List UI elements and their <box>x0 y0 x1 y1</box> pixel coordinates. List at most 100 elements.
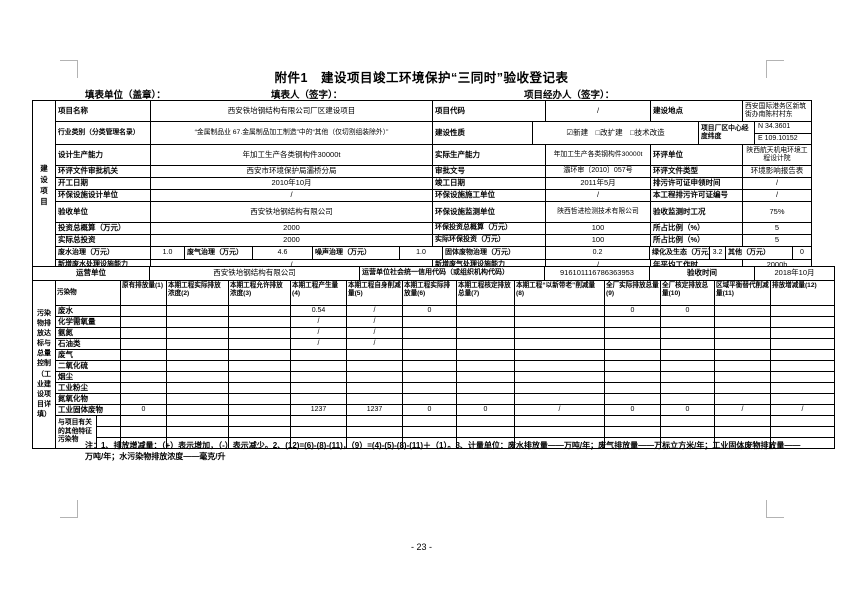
field-value: 100 <box>545 235 650 246</box>
pollutant-value <box>660 372 714 382</box>
pollutant-value <box>714 306 770 316</box>
pollutant-row: 工业固体废物 0 1237 1237 0 0/0 0// <box>56 404 834 415</box>
pollutant-value: / <box>290 339 346 349</box>
other-pollutant-row <box>96 416 834 426</box>
column-header: 污染物 <box>57 289 77 297</box>
table-row: 环评文件审批机关 西安市环境保护局灞桥分局 审批文号 灞环审〔2010〕057号… <box>56 165 811 177</box>
field-label: 固体废物治理（万元） <box>442 247 545 259</box>
pollutant-value <box>166 372 228 382</box>
pollutant-value <box>456 328 514 338</box>
pollutant-value <box>514 306 604 316</box>
other-pollutant-sub-cell <box>96 438 120 448</box>
field-label: 建设地点 <box>650 101 742 121</box>
field-value: 5 <box>742 223 811 234</box>
pollutant-value <box>456 361 514 371</box>
field-label: 其他（万元） <box>725 247 792 259</box>
column-header: 原有排放量(1) <box>120 281 166 305</box>
pollutant-name: 工业固体废物 <box>58 405 103 414</box>
pollutant-value <box>714 328 770 338</box>
field-value: 西安铁坮钢结构有限公司厂区建设项目 <box>150 101 432 121</box>
pollutant-section-table: 运营单位 西安铁坮钢结构有限公司 运营单位社会统一信用代码（或组织机构代码） 9… <box>32 266 835 449</box>
pollutant-value <box>714 361 770 371</box>
field-value: / <box>545 260 650 271</box>
field-value: 西安市环境保护局灞桥分局 <box>150 166 432 177</box>
pollutant-value <box>514 328 604 338</box>
pollutant-value <box>290 427 346 437</box>
field-label: 实际总投资 <box>58 235 96 245</box>
table-row: 设计生产能力 年加工生产各类钢构件30000t 实际生产能力 年加工生产各类钢构… <box>56 144 811 165</box>
field-label: 审批文号 <box>432 166 545 177</box>
field-label: 项目代码 <box>432 101 545 121</box>
pollutant-value <box>120 372 166 382</box>
field-label: 废气治理（万元） <box>184 247 252 259</box>
pollutant-value <box>514 427 604 437</box>
pollutant-value <box>604 317 660 327</box>
field-value: 4.6 <box>252 247 312 259</box>
field-label: 环评文件类型 <box>650 166 742 177</box>
pollutant-row: 化学需氧量 / / <box>56 316 834 327</box>
pollutant-row: 烟尘 <box>56 371 834 382</box>
pollutant-value <box>456 427 514 437</box>
field-value: / <box>545 101 650 121</box>
pollutant-value <box>660 416 714 426</box>
field-label: 建设性质 <box>432 122 532 144</box>
field-label: 所占比例（%） <box>650 223 742 234</box>
pollutant-value <box>402 427 456 437</box>
pollutant-value <box>120 317 166 327</box>
pollutant-row: 二氧化硫 <box>56 360 834 371</box>
pollutant-name: 废气 <box>58 350 73 359</box>
field-label: 运营单位 <box>76 268 106 278</box>
column-header: 本期工程允许排放浓度(3) <box>228 281 290 305</box>
fill-unit-label: 填表单位（盖章）： <box>85 90 166 101</box>
pollutant-value <box>770 416 834 426</box>
field-value: 年加工生产各类钢构件30000t <box>545 145 650 165</box>
crop-mark-top-left <box>60 60 78 78</box>
field-label: 绿化及生态（万元） <box>649 247 709 259</box>
field-label: 项目厂区中心经度纬度 <box>698 122 754 144</box>
pollutant-value <box>166 405 228 415</box>
pollutant-value <box>402 372 456 382</box>
other-rows <box>96 416 834 448</box>
pollutant-value <box>660 328 714 338</box>
field-label: 投资总概算（万元） <box>58 223 126 233</box>
pollutant-value <box>166 427 228 437</box>
pollutant-value <box>514 394 604 404</box>
pollutant-value <box>120 350 166 360</box>
pollutant-value <box>604 383 660 393</box>
field-value: 2010年10月 <box>150 178 432 189</box>
pollutant-value <box>660 361 714 371</box>
pollutant-row: 氮氧化物 <box>56 393 834 404</box>
pollutant-value <box>514 383 604 393</box>
pollutant-value <box>456 416 514 426</box>
project-handler-label: 项目经办人（签字）： <box>524 90 615 101</box>
pollutant-value <box>604 361 660 371</box>
pollutant-row: 废水 0.54/0 0 0 <box>56 305 834 316</box>
pollutant-value <box>770 383 834 393</box>
pollutant-value <box>120 416 166 426</box>
pollutant-name: 烟尘 <box>58 372 73 381</box>
field-label: 环评文件审批机关 <box>58 166 118 176</box>
pollutant-name: 化学需氧量 <box>58 317 96 326</box>
field-label: 环保设施设计单位 <box>58 190 118 200</box>
field-value: / <box>150 260 432 271</box>
column-header: 本期工程产生量(4) <box>290 281 346 305</box>
field-label: 环评单位 <box>650 145 742 165</box>
pollutant-value <box>120 306 166 316</box>
pollutant-value <box>166 317 228 327</box>
pollutant-value <box>604 438 660 448</box>
pollutant-name: 氨氮 <box>58 328 73 337</box>
column-header: 区域平衡替代削减量(11) <box>714 281 770 305</box>
column-header: 排放增减量(12) <box>770 281 834 305</box>
pollutant-value <box>770 394 834 404</box>
pollutant-value: 0 <box>660 405 714 415</box>
pollutant-value <box>166 394 228 404</box>
column-header: 本期工程实际排放浓度(2) <box>166 281 228 305</box>
pollutant-value: 1237 <box>290 405 346 415</box>
pollutant-value <box>514 339 604 349</box>
section-label-pollutants: 污染物排放达标与总量控制（工业建设项目详填） <box>37 309 51 419</box>
field-label: 实际生产能力 <box>432 145 545 165</box>
table-row: 投资总概算（万元） 2000 环保投资总概算（万元） 100 所占比例（%） 5 <box>56 222 811 234</box>
field-value: 916101116786363953 <box>544 267 649 280</box>
pollutant-grid-section: 污染物排放达标与总量控制（工业建设项目详填） 污染物 原有排放量(1) 本期工程… <box>33 280 834 448</box>
pollutant-value <box>166 438 228 448</box>
